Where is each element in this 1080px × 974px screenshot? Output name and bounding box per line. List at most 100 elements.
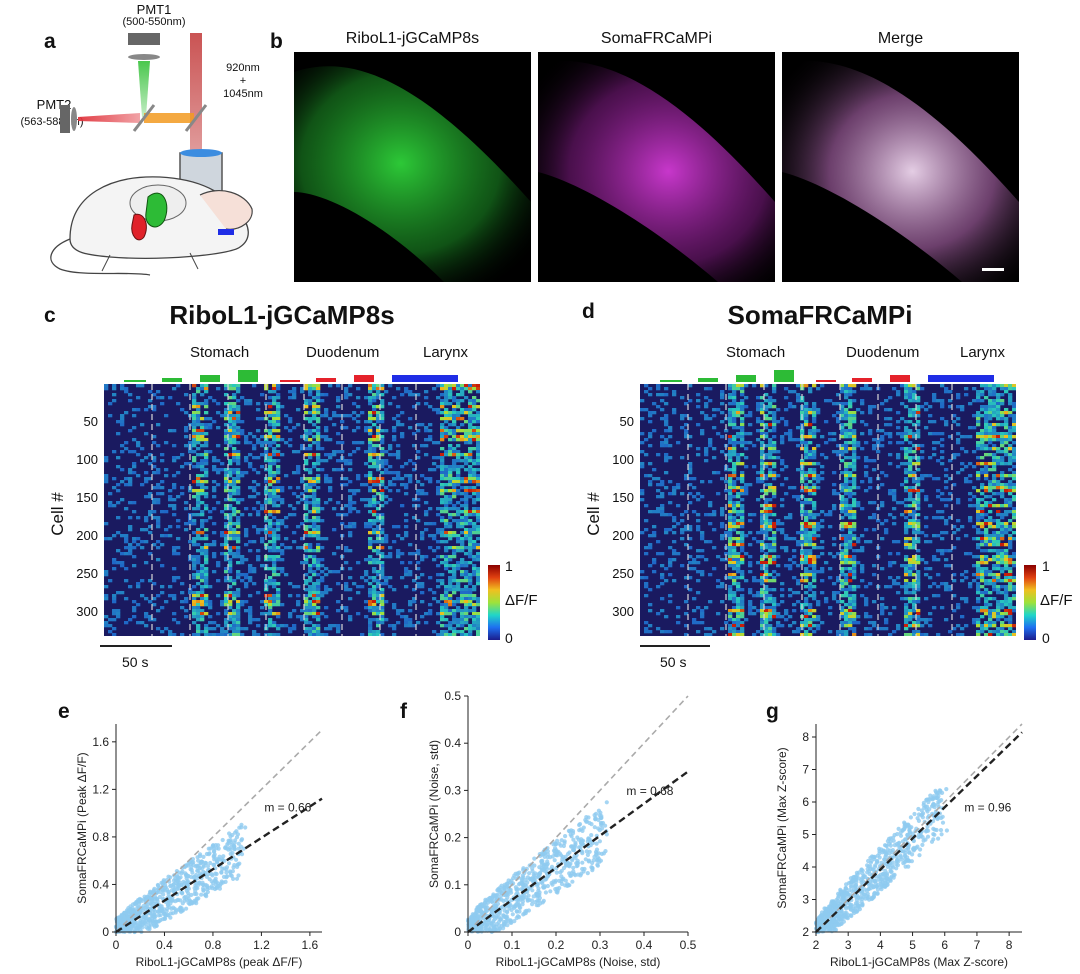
heatmap-cell (464, 585, 469, 589)
heatmap-cell (204, 384, 209, 388)
heatmap-cell (456, 414, 461, 418)
heatmap-cell (232, 630, 237, 634)
heatmap-cell (768, 483, 773, 487)
heatmap-cell (904, 555, 909, 559)
heatmap-cell (912, 555, 917, 559)
heatmap-cell (440, 462, 445, 466)
heatmap-cell (380, 522, 385, 526)
heatmap-cell (776, 522, 781, 526)
heatmap-cell (996, 423, 1001, 427)
heatmap-cell (316, 480, 321, 484)
heatmap-cell (772, 390, 777, 394)
heatmap-cell (440, 534, 445, 538)
heatmap-cell (336, 513, 341, 517)
heatmap-cell (396, 552, 401, 556)
heatmap-cell (788, 390, 793, 394)
heatmap-cell (444, 606, 449, 610)
heatmap-cell (380, 600, 385, 604)
heatmap-cell (412, 504, 417, 508)
heatmap-cell (428, 507, 433, 511)
heatmap-cell (904, 537, 909, 541)
heatmap-cell (112, 534, 117, 538)
heatmap-cell (840, 504, 845, 508)
heatmap-cell (736, 387, 741, 391)
heatmap-cell (736, 462, 741, 466)
heatmap-cell (476, 435, 480, 439)
heatmap-cell (812, 564, 817, 568)
heatmap-cell (760, 441, 765, 445)
heatmap-cell (744, 441, 749, 445)
heatmap-cell (464, 456, 469, 460)
heatmap-cell (848, 480, 853, 484)
heatmap-cell (120, 417, 125, 421)
heatmap-cell (784, 396, 789, 400)
heatmap-cell (468, 438, 473, 442)
heatmap-cell (144, 477, 149, 481)
heatmap-cell (788, 513, 793, 517)
heatmap-cell (764, 564, 769, 568)
heatmap-cell (228, 624, 233, 628)
heatmap-cell (228, 594, 233, 598)
heatmap-cell (312, 558, 317, 562)
heatmap-cell (784, 387, 789, 391)
tissue-band-magenta (538, 60, 775, 282)
heatmap-cell (812, 537, 817, 541)
heatmap-cell (444, 498, 449, 502)
heatmap-cell (192, 396, 197, 400)
heatmap-cell (652, 402, 657, 406)
heatmap-cell (340, 450, 345, 454)
heatmap-cell (268, 597, 273, 601)
heatmap-cell (224, 441, 229, 445)
heatmap-cell (464, 411, 469, 415)
heatmap-cell (264, 531, 269, 535)
heatmap-cell (200, 465, 205, 469)
heatmap-cell (408, 426, 413, 430)
heatmap-cell (660, 417, 665, 421)
heatmap-cell (300, 444, 305, 448)
heatmap-cell (288, 390, 293, 394)
heatmap-cell (764, 384, 769, 388)
heatmap-cell (912, 537, 917, 541)
heatmap-cell (840, 408, 845, 412)
heatmap-cell (276, 546, 281, 550)
heatmap-cell (904, 531, 909, 535)
heatmap-cell (248, 540, 253, 544)
heatmap-cell (464, 609, 469, 613)
heatmap-cell (444, 450, 449, 454)
heatmap-cell (764, 561, 769, 565)
heatmap-cell (200, 480, 205, 484)
heatmap-cell (364, 570, 369, 574)
heatmap-cell (276, 417, 281, 421)
heatmap-cell (468, 630, 473, 634)
heatmap-cell (344, 390, 349, 394)
heatmap-cell (440, 540, 445, 544)
heatmap-cell (192, 402, 197, 406)
heatmap-cell (864, 474, 869, 478)
heatmap-cell (272, 555, 277, 559)
heatmap-cell (400, 483, 405, 487)
heatmap-cell (960, 447, 965, 451)
heatmap-cell (204, 576, 209, 580)
heatmap-cell (448, 501, 453, 505)
heatmap-cell (156, 501, 161, 505)
heatmap-cell (820, 570, 825, 574)
heatmap-cell (824, 456, 829, 460)
heatmap-cell (644, 504, 649, 508)
heatmap-cell (844, 489, 849, 493)
heatmap-cell (804, 540, 809, 544)
heatmap-cell (224, 537, 229, 541)
heatmap-cell (128, 516, 133, 520)
heatmap-cell (412, 552, 417, 556)
heatmap-cell (748, 570, 753, 574)
heatmap-cell (236, 561, 241, 565)
heatmap-cell (228, 459, 233, 463)
heatmap-cell (456, 483, 461, 487)
heatmap-cell (1004, 555, 1009, 559)
heatmap-cell (380, 573, 385, 577)
heatmap-cell (820, 471, 825, 475)
heatmap-cell (300, 435, 305, 439)
heatmap-cell (456, 537, 461, 541)
heatmap-cell (460, 561, 465, 565)
heatmap-cell (1000, 489, 1005, 493)
heatmap-cell (912, 516, 917, 520)
